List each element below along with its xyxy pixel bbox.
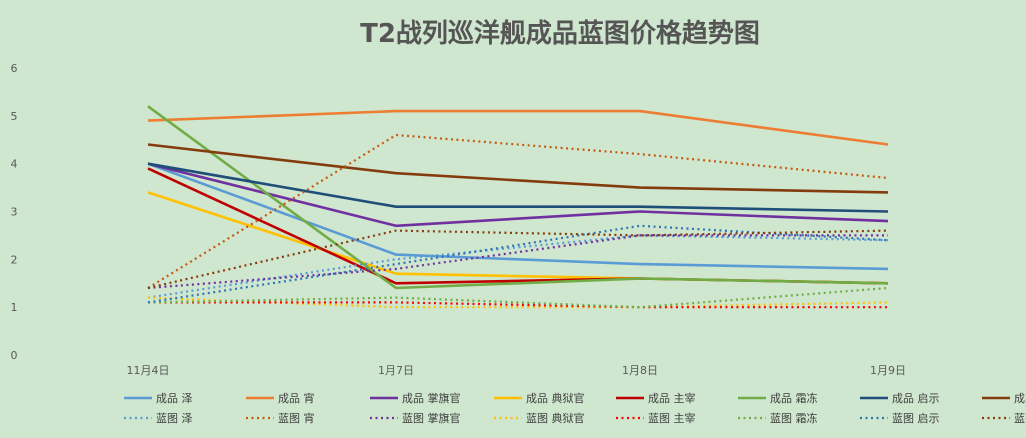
series-line — [147, 286, 889, 309]
y-tick-label: 1 — [11, 301, 18, 314]
series-line — [147, 143, 889, 194]
series-line — [147, 105, 889, 290]
series-line — [147, 133, 889, 289]
legend-label: 成品 典狱官 — [526, 391, 585, 405]
legend-label: 蓝图 主宰 — [648, 411, 696, 425]
series-line — [147, 229, 889, 290]
legend-label: 成品 霜冻 — [770, 391, 818, 405]
legend: 成品 泽 成品 宵 成品 掌旗官 成品 典狱官 成品 主宰 成品 霜冻 成品 启示 成品 厄运… — [124, 391, 1026, 425]
series-line — [147, 162, 889, 271]
x-tick-label: 1月7日 — [378, 364, 414, 377]
series-line — [147, 296, 889, 309]
series-layer — [147, 105, 889, 309]
legend-label: 成品 启示 — [892, 392, 940, 405]
y-tick-label: 4 — [11, 158, 18, 171]
legend-label: 成品 宵 — [278, 391, 315, 405]
x-axis: 11月4日 1月7日 1月8日 1月9日 — [127, 364, 907, 377]
series-line — [147, 109, 889, 146]
legend-label: 蓝图 厄运 — [1014, 412, 1026, 425]
legend-label: 成品 掌旗官 — [402, 391, 461, 405]
series-line — [147, 162, 889, 213]
legend-label: 成品 主宰 — [648, 391, 696, 405]
legend-label: 成品 泽 — [156, 392, 193, 405]
series-line — [148, 301, 888, 309]
y-tick-label: 0 — [11, 349, 18, 362]
y-tick-label: 6 — [11, 62, 18, 75]
y-tick-label: 2 — [11, 253, 18, 266]
y-axis: 0 1 2 3 4 5 6 — [11, 62, 18, 362]
legend-label: 蓝图 典狱官 — [526, 411, 585, 425]
x-tick-label: 1月8日 — [622, 364, 658, 377]
legend-label: 蓝图 霜冻 — [770, 411, 818, 425]
y-tick-label: 5 — [11, 110, 18, 123]
legend-label: 蓝图 启示 — [892, 412, 940, 425]
x-tick-label: 11月4日 — [127, 364, 170, 377]
legend-label: 蓝图 掌旗官 — [402, 411, 461, 425]
legend-label: 成品 厄运 — [1014, 392, 1026, 405]
legend-label: 蓝图 宵 — [278, 411, 315, 425]
y-tick-label: 3 — [11, 206, 18, 219]
chart-title: T2战列巡洋舰成品蓝图价格趋势图 — [360, 18, 760, 49]
legend-label: 蓝图 泽 — [156, 412, 193, 425]
series-line — [147, 162, 889, 228]
x-tick-label: 1月9日 — [870, 364, 906, 377]
